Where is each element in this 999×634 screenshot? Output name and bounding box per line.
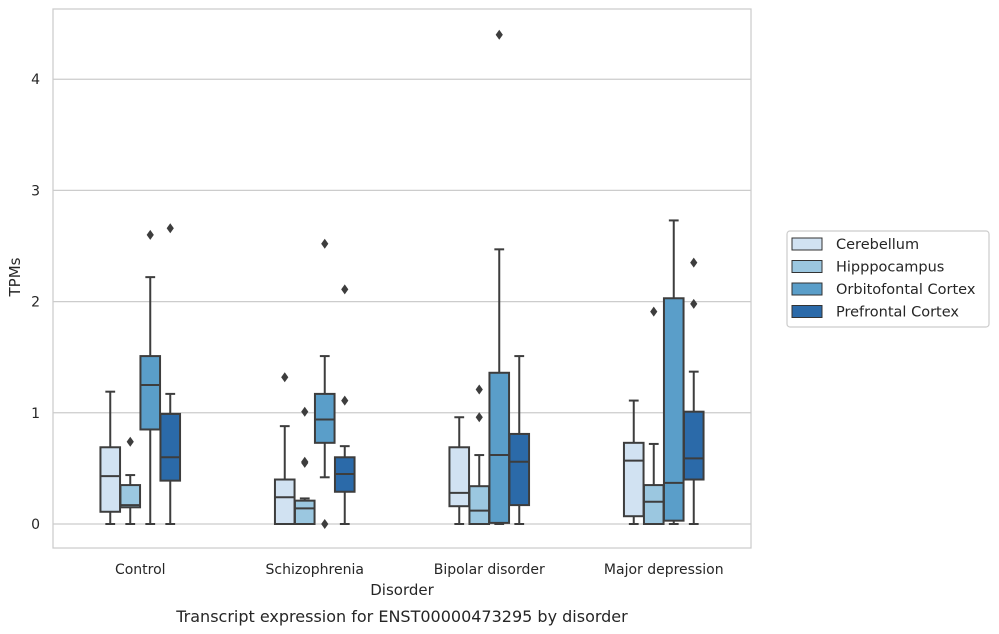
boxes: [99, 29, 705, 529]
box-group: [333, 284, 356, 525]
box-group: [488, 29, 511, 525]
box-group: [139, 229, 162, 525]
box: [488, 371, 511, 524]
box-group: [682, 257, 705, 525]
y-tick-label: 1: [31, 406, 40, 422]
x-tick-label: Control: [115, 562, 166, 578]
outlier-point: [475, 384, 483, 395]
box-group: [642, 306, 665, 525]
box-group: [159, 223, 182, 525]
outlier-point: [495, 29, 503, 40]
legend-swatch: [791, 305, 823, 318]
x-axis-ticks: Control Schizophrenia Bipolar disorder Majo…: [115, 562, 724, 578]
box-group: [99, 390, 122, 525]
box-group: [293, 406, 316, 526]
y-tick-label: 0: [31, 517, 40, 533]
legend-label: Cerebellum: [836, 237, 919, 253]
x-tick-label: Bipolar disorder: [434, 562, 545, 578]
box: [99, 446, 122, 513]
outlier-point: [281, 372, 289, 383]
legend-label: Hipppocampus: [836, 260, 944, 276]
outlier-point: [475, 412, 483, 423]
x-axis-label: Disorder: [370, 581, 434, 599]
box: [293, 499, 316, 526]
box-group: [448, 416, 471, 525]
outlier-point: [690, 257, 698, 268]
box: [622, 441, 645, 518]
box: [273, 478, 296, 525]
y-tick-label: 2: [31, 295, 40, 311]
box-group: [622, 399, 645, 525]
box-group: [273, 372, 296, 525]
legend-swatch: [791, 260, 823, 273]
box: [642, 484, 665, 525]
box: [159, 412, 182, 482]
box: [662, 297, 685, 522]
outlier-point: [301, 456, 309, 467]
y-tick-label: 4: [31, 72, 40, 88]
y-axis-label: TPMs: [6, 257, 24, 297]
box-group: [313, 238, 336, 529]
box: [139, 355, 162, 431]
outlier-point: [166, 223, 174, 234]
gridlines: [53, 78, 751, 525]
legend-swatch: [791, 282, 823, 296]
box-group: [468, 384, 491, 525]
box: [119, 484, 142, 509]
legend-item[interactable]: Orbitofontal Cortex: [791, 282, 976, 298]
box-group: [662, 219, 685, 525]
legend-label: Prefrontal Cortex: [836, 305, 959, 321]
outlier-point: [690, 298, 698, 309]
box: [448, 446, 471, 508]
box-group: [508, 355, 531, 525]
box: [682, 410, 705, 481]
legend[interactable]: Cerebellum Hipppocampus Orbitofontal Corte…: [786, 230, 990, 328]
box-group: [119, 436, 142, 525]
legend-item[interactable]: Hipppocampus: [791, 260, 944, 276]
outlier-point: [341, 395, 349, 406]
y-tick-label: 3: [31, 183, 40, 199]
plot-area-frame: [52, 8, 752, 549]
x-tick-label: Major depression: [604, 562, 724, 578]
box: [468, 485, 491, 525]
box: [313, 392, 336, 444]
outlier-point: [321, 238, 329, 249]
outlier-point: [126, 436, 134, 447]
outlier-point: [650, 306, 658, 317]
legend-swatch: [791, 237, 823, 251]
x-tick-label: Schizophrenia: [266, 562, 364, 578]
outlier-point: [146, 229, 154, 240]
legend-item[interactable]: Prefrontal Cortex: [791, 305, 959, 321]
box: [508, 432, 531, 507]
outlier-point: [341, 284, 349, 295]
legend-item[interactable]: Cerebellum: [791, 237, 919, 253]
outlier-point: [301, 406, 309, 417]
legend-label: Orbitofontal Cortex: [836, 282, 976, 298]
legend-frame: [786, 230, 990, 328]
chart-caption: Transcript expression for ENST0000047329…: [175, 607, 628, 626]
y-axis-ticks: 0 1 2 3 4: [31, 72, 40, 533]
outlier-point: [321, 519, 329, 529]
